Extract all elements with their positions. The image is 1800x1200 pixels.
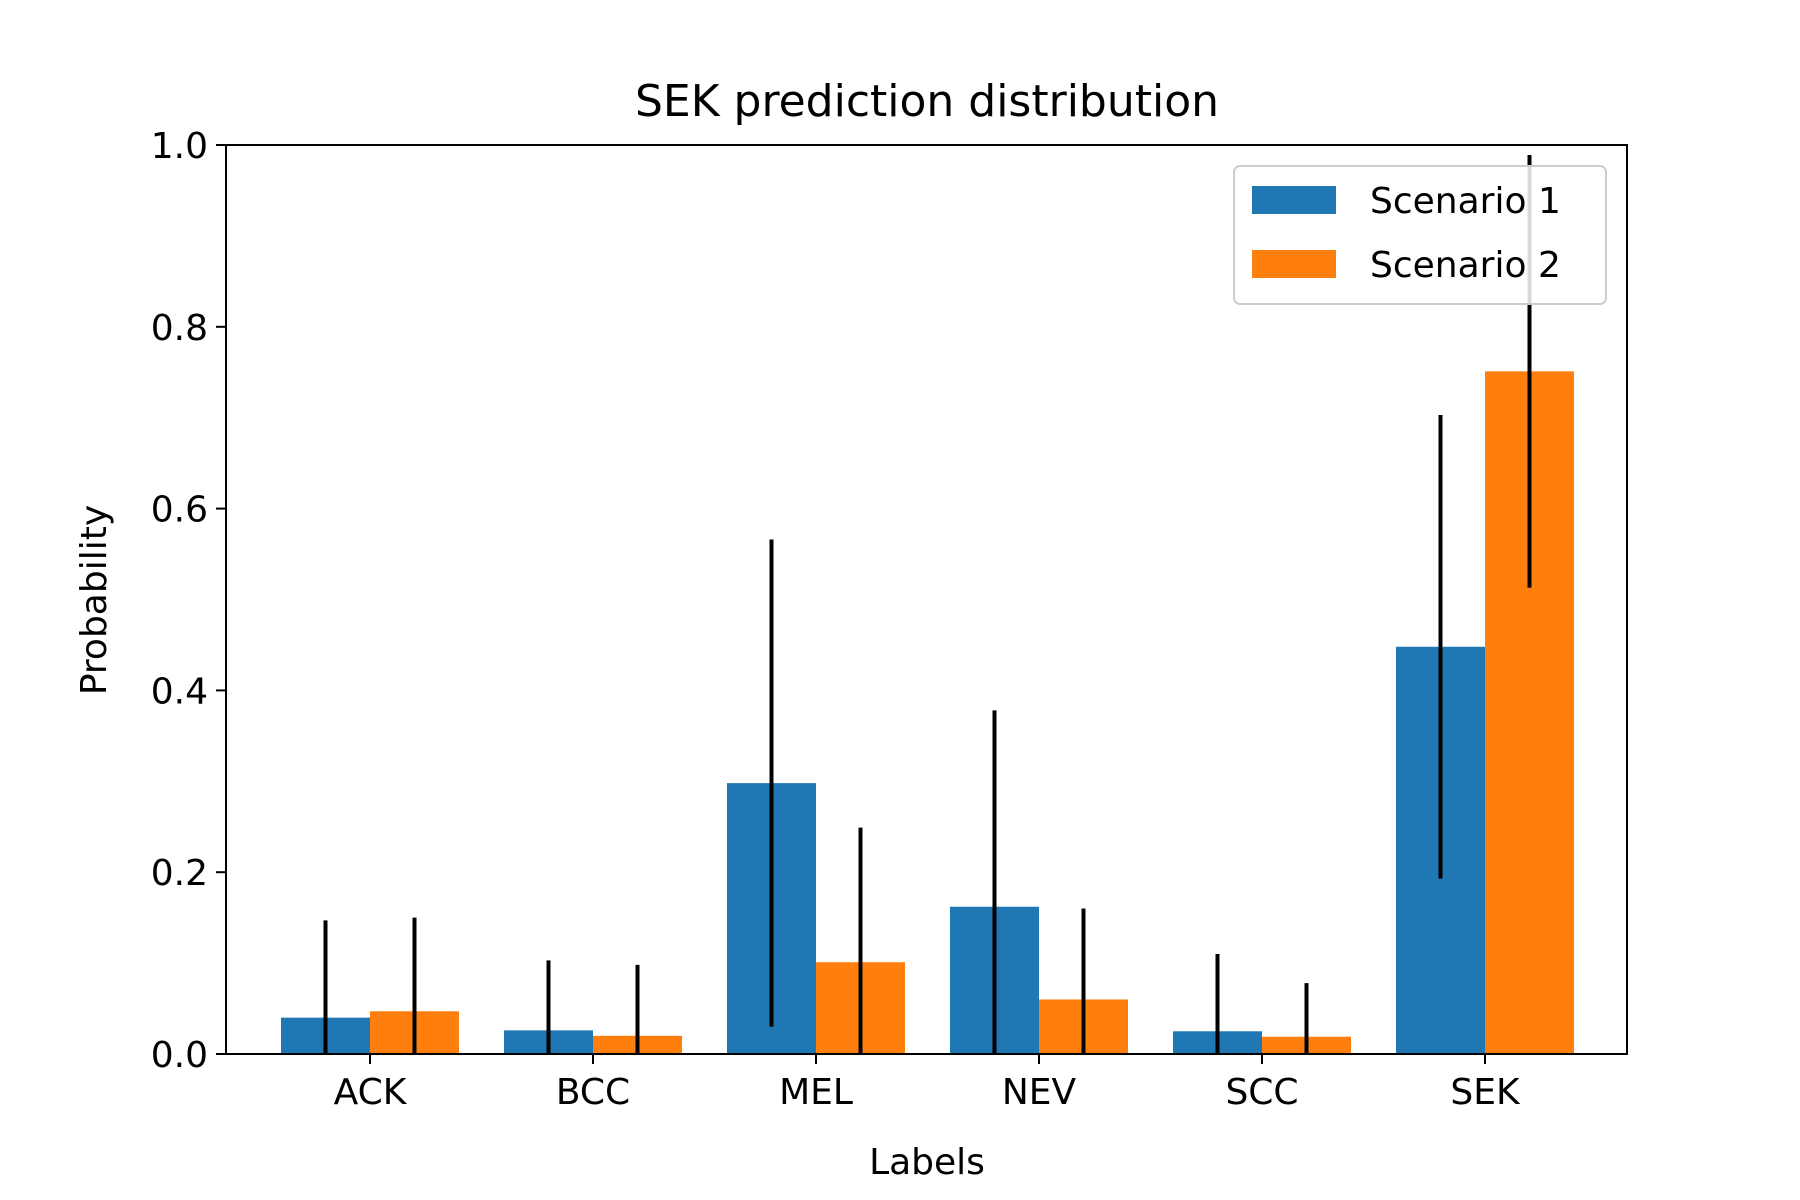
legend-label-series-1: Scenario 1 — [1370, 181, 1561, 222]
x-tick-label-mel: MEL — [779, 1072, 853, 1113]
x-tick-label-sek: SEK — [1450, 1072, 1521, 1113]
chart-title: SEK prediction distribution — [635, 76, 1219, 127]
plot-frame — [225, 144, 1628, 1055]
y-tick-label: 0.0 — [151, 1035, 208, 1076]
legend-swatch-series-1 — [1252, 186, 1336, 214]
x-tick-label-ack: ACK — [334, 1072, 408, 1113]
legend-label-series-2: Scenario 2 — [1370, 245, 1561, 286]
y-axis-label: Probability — [74, 505, 115, 695]
y-tick-label: 0.8 — [151, 308, 208, 349]
y-axis-ticks: 0.0 0.2 0.4 0.6 0.8 1.0 — [151, 126, 226, 1076]
x-tick-label-scc: SCC — [1225, 1072, 1298, 1113]
y-tick-label: 0.2 — [151, 853, 208, 894]
x-tick-label-nev: NEV — [1002, 1072, 1077, 1113]
bars-layer — [281, 371, 1574, 1054]
legend-swatch-series-2 — [1252, 250, 1336, 278]
y-tick-label: 0.4 — [151, 671, 208, 712]
y-tick-label: 0.6 — [151, 490, 208, 531]
x-axis-label: Labels — [869, 1142, 985, 1183]
x-axis-ticks: ACK BCC MEL NEV SCC SEK — [334, 1054, 1521, 1113]
y-tick-label: 1.0 — [151, 126, 208, 167]
legend: Scenario 1 Scenario 2 — [1233, 165, 1607, 305]
x-tick-label-bcc: BCC — [556, 1072, 630, 1113]
error-bars-layer — [323, 154, 1532, 1054]
